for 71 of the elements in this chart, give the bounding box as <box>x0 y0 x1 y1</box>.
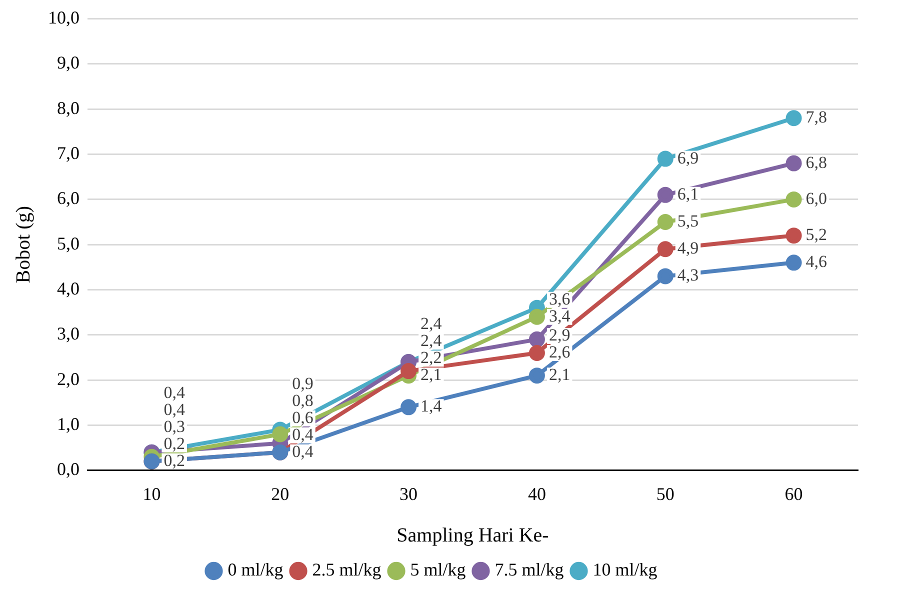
data-label: 6,9 <box>677 148 699 168</box>
y-tick-label: 5,0 <box>57 233 80 254</box>
data-label: 0,2 <box>164 450 185 470</box>
data-label: 3,6 <box>548 289 570 308</box>
point <box>657 268 674 284</box>
point <box>786 191 802 208</box>
data-label: 2,4 <box>420 314 442 334</box>
y-tick-label: 2,0 <box>57 368 80 389</box>
data-label: 1,4 <box>420 396 442 416</box>
data-label: 7,8 <box>806 108 828 127</box>
data-label: 5,2 <box>806 225 828 244</box>
point <box>528 368 545 384</box>
legend-label: 5 ml/kg <box>410 560 466 580</box>
data-label: 0,3 <box>164 416 185 436</box>
data-label: 0,4 <box>292 442 314 461</box>
point <box>400 363 417 380</box>
point <box>786 254 802 271</box>
legend-label: 7.5 ml/kg <box>494 560 564 580</box>
data-label: 3,4 <box>548 306 571 326</box>
x-tick-label: 30 <box>400 484 418 504</box>
legend-label: 0 ml/kg <box>228 560 284 580</box>
y-tick-label: 8,0 <box>57 98 80 118</box>
data-label: 4,6 <box>806 252 828 272</box>
data-label: 2,4 <box>420 331 442 350</box>
point <box>786 110 802 126</box>
data-label: 2,1 <box>548 365 570 384</box>
data-label: 0,4 <box>164 382 186 402</box>
point <box>528 308 545 325</box>
y-tick-label: 3,0 <box>57 324 80 344</box>
x-tick-label: 40 <box>528 484 546 504</box>
point <box>657 214 674 230</box>
data-label: 0,9 <box>292 374 314 393</box>
point <box>528 331 545 348</box>
y-tick-label: 10,0 <box>48 8 80 28</box>
data-label: 0,4 <box>292 424 314 444</box>
data-label: 6,8 <box>806 152 828 172</box>
point <box>657 186 674 203</box>
x-tick-label: 60 <box>784 484 803 504</box>
data-label: 2,2 <box>420 348 442 368</box>
y-tick-label: 1,0 <box>57 414 80 434</box>
x-tick-label: 10 <box>142 484 161 504</box>
point <box>272 426 288 442</box>
y-tick-label: 0,0 <box>57 459 80 480</box>
data-label: 0,8 <box>292 390 314 410</box>
data-label: 4,9 <box>677 238 699 258</box>
point <box>400 399 417 416</box>
x-tick-label: 20 <box>271 484 290 504</box>
y-tick-label: 4,0 <box>57 278 80 298</box>
point <box>786 155 802 172</box>
point <box>528 344 545 361</box>
x-tick-label: 50 <box>656 484 674 504</box>
data-label: 0,6 <box>292 408 314 427</box>
data-label: 2,9 <box>548 325 570 344</box>
legend-label: 2.5 ml/kg <box>312 560 382 580</box>
data-label: 0,4 <box>164 400 186 419</box>
y-tick-label: 6,0 <box>57 188 80 208</box>
point <box>786 228 802 244</box>
x-axis-title: Sampling Hari Ke- <box>396 524 549 546</box>
y-tick-label: 9,0 <box>57 52 80 73</box>
data-label: 2,6 <box>548 342 570 362</box>
data-label: 6,1 <box>677 184 699 204</box>
y-tick-label: 7,0 <box>57 143 80 164</box>
point <box>657 241 674 258</box>
data-label: 4,3 <box>677 266 699 285</box>
data-label: 6,0 <box>806 188 828 208</box>
point <box>657 150 674 167</box>
y-axis-title: Bobot (g) <box>12 206 34 284</box>
data-label: 0,2 <box>164 434 185 453</box>
data-label: 2,1 <box>420 365 442 384</box>
legend-label: 10 ml/kg <box>592 560 658 580</box>
data-label: 5,5 <box>677 211 699 230</box>
